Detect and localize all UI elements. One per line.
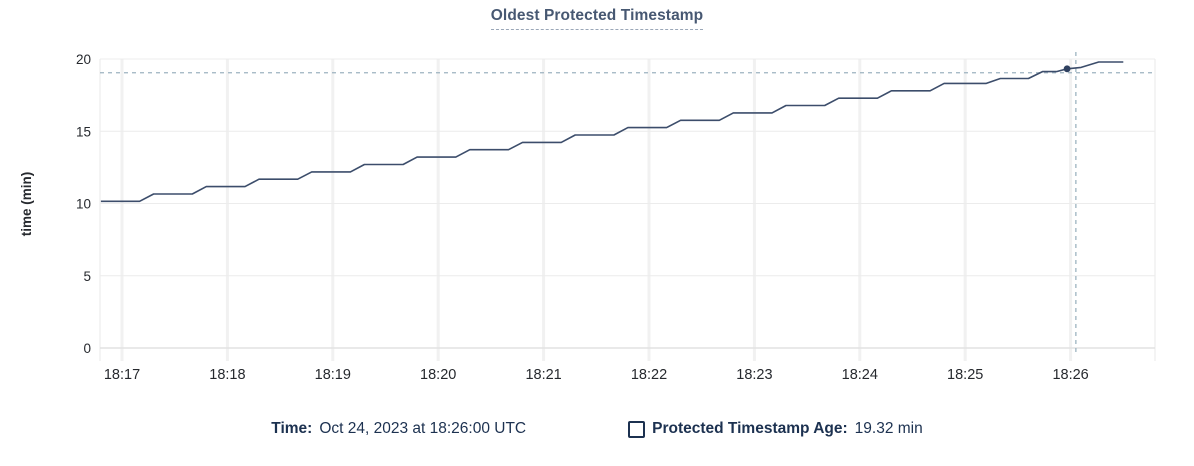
legend-time-value: Oct 24, 2023 at 18:26:00 UTC [319,420,527,437]
x-tick-label: 18:24 [842,367,878,383]
series-line [100,61,1124,203]
legend-series-value: 19.32 min [854,420,923,437]
timeseries-plot[interactable]: 0 5 10 15 20 18:17 18:18 18:19 18:20 18:21 18:22 18… [0,0,1194,410]
series-checkbox[interactable] [628,420,646,438]
y-tick-label: 20 [76,52,91,67]
legend-time-label: Time: [271,420,313,437]
y-tick-label: 15 [76,124,91,139]
x-tick-label: 18:20 [420,367,456,383]
x-tick-label: 18:22 [631,367,667,383]
x-tick-label: 18:25 [947,367,983,383]
legend-series-group: Protected Timestamp Age: 19.32 min [628,420,923,438]
x-tick-label: 18:26 [1052,367,1088,383]
chart-title: Oldest Protected Timestamp [490,7,704,30]
x-tick-label: 18:17 [104,367,140,383]
x-tick-label: 18:19 [315,367,351,383]
y-axis-title: time (min) [19,172,34,237]
hover-legend: Time: Oct 24, 2023 at 18:26:00 UTC Prote… [0,420,1194,438]
hover-dot [1063,65,1071,73]
x-tick-label: 18:23 [736,367,772,383]
y-tick-label: 10 [76,197,91,212]
x-tick-label: 18:18 [209,367,245,383]
legend-series-label: Protected Timestamp Age: [652,420,848,437]
chart-header: Oldest Protected Timestamp [0,7,1194,30]
y-tick-label: 5 [83,269,91,284]
legend-time-group: Time: Oct 24, 2023 at 18:26:00 UTC [271,420,526,438]
y-tick-label: 0 [83,341,91,356]
x-tick-label: 18:21 [525,367,561,383]
